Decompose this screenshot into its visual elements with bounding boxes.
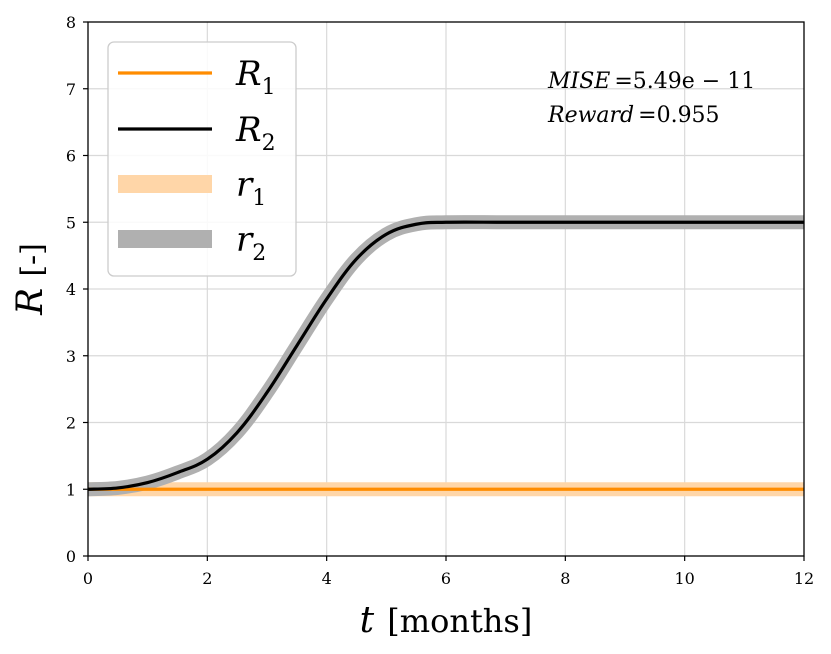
series-line-r2-actual (87, 220, 804, 491)
y-axis-label: R [-] (10, 243, 51, 316)
y-tick-label: 2 (66, 414, 76, 433)
y-tick-label: 8 (66, 13, 76, 32)
legend-entry-label: R1 (235, 54, 276, 100)
legend-entry-label: r2 (236, 220, 266, 266)
reward-annotation: Reward =0.955 (547, 103, 720, 128)
x-tick-label: 10 (674, 569, 694, 588)
y-tick-label: 3 (66, 347, 76, 366)
y-tick-label: 0 (66, 547, 76, 566)
x-tick-label: 4 (322, 569, 332, 588)
mise-annotation: MISE =5.49e − 11 (547, 69, 755, 94)
x-tick-label: 2 (202, 569, 212, 588)
legend: R1 R2 r1 r2 (107, 41, 297, 277)
x-tick-label: 6 (441, 569, 451, 588)
x-tick-label: 8 (560, 569, 570, 588)
y-tick-label: 7 (66, 80, 76, 99)
legend-entry-label: r1 (236, 165, 266, 211)
metrics-annotation: MISE =5.49e − 11 Reward =0.955 (547, 69, 755, 128)
x-tick-label: 0 (83, 569, 93, 588)
series-layer (87, 215, 804, 497)
y-tick-label: 6 (66, 147, 76, 166)
y-tick-label: 5 (66, 213, 76, 232)
y-tick-label: 1 (66, 480, 76, 499)
legend-entry-label: R2 (235, 110, 276, 156)
x-tick-label: 12 (794, 569, 814, 588)
x-axis-label: t [months] (360, 600, 533, 641)
legend-box (107, 41, 297, 277)
y-tick-label: 4 (66, 280, 76, 299)
